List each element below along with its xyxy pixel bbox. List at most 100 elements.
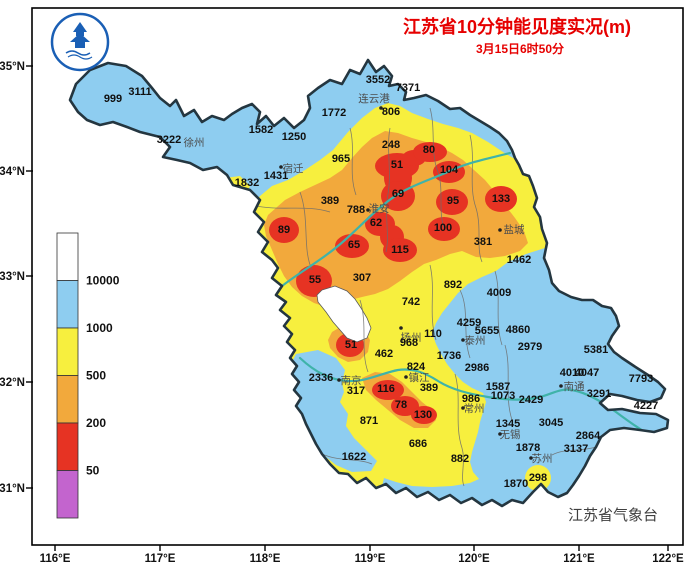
station-value: 317 [347, 385, 365, 397]
map-title: 江苏省10分钟能见度实况(m) [403, 16, 631, 37]
city-label: 宿迁 [283, 162, 304, 175]
city-label: 淮安 [369, 202, 390, 215]
station-value: 381 [474, 236, 492, 248]
station-value: 110 [424, 328, 442, 340]
station-value: 1622 [342, 451, 366, 463]
station-value: 1462 [507, 254, 531, 266]
station-value: 1073 [491, 390, 515, 402]
legend-swatch [56, 327, 79, 376]
station-value: 2429 [519, 394, 543, 406]
station-value: 1832 [235, 177, 259, 189]
station-value: 55 [309, 274, 321, 286]
station-value: 3045 [539, 417, 563, 429]
station-value: 298 [529, 472, 547, 484]
province-shape [68, 58, 670, 508]
lon-axis-label: 119°E [355, 553, 386, 565]
station-value: 80 [423, 144, 435, 156]
legend-swatch [56, 470, 79, 519]
station-value: 882 [451, 453, 469, 465]
lat-axis-label: 31°N [0, 483, 25, 495]
legend-swatch [56, 232, 79, 281]
map-subtitle: 3月15日6时50分 [476, 41, 564, 56]
city-label: 泰州 [465, 334, 486, 347]
legend-label: 50 [86, 464, 100, 478]
axis-labels: 35°N 34°N 33°N 32°N 31°N 116°E 117°E 118°E 119°E… [0, 61, 684, 565]
legend-label: 500 [86, 369, 106, 383]
station-value: 2864 [576, 430, 601, 442]
lon-axis-label: 116°E [40, 553, 71, 565]
station-value: 968 [400, 337, 418, 349]
station-value: 1878 [516, 442, 540, 454]
station-value: 116 [377, 383, 395, 395]
station-value: 248 [382, 139, 400, 151]
city-dot [498, 432, 502, 436]
station-value: 51 [345, 339, 357, 351]
lat-axis-label: 33°N [0, 271, 25, 283]
lat-axis-label: 35°N [0, 61, 25, 73]
city-label: 盐城 [504, 223, 525, 236]
legend: 10000 1000 500 200 50 [56, 232, 120, 519]
station-value: 5655 [475, 325, 499, 337]
station-value: 4259 [457, 317, 481, 329]
station-value: 3291 [587, 388, 611, 400]
station-value: 986 [462, 393, 480, 405]
city-label: 无锡 [500, 428, 521, 441]
station-value: 806 [382, 106, 400, 118]
station-value: 965 [332, 153, 350, 165]
station-value: 2336 [309, 372, 333, 384]
station-value: 115 [391, 244, 409, 256]
station-value: 62 [370, 217, 382, 229]
station-value: 307 [353, 272, 371, 284]
city-label: 苏州 [532, 452, 553, 465]
city-dot [366, 208, 370, 212]
station-value: 824 [407, 361, 426, 373]
station-value: 104 [440, 164, 459, 176]
station-value: 4047 [575, 367, 599, 379]
station-value: 4227 [634, 400, 658, 412]
lat-axis-label: 34°N [0, 166, 25, 178]
city-label: 镇江 [409, 371, 430, 384]
station-value: 389 [420, 382, 438, 394]
station-value: 133 [492, 193, 510, 205]
station-value: 69 [392, 188, 404, 200]
credit-label: 江苏省气象台 [568, 507, 658, 524]
city-dot [461, 406, 465, 410]
station-value: 3137 [564, 443, 588, 455]
station-value: 4010 [560, 367, 584, 379]
station-value: 3222 [157, 134, 181, 146]
station-value: 65 [348, 239, 360, 251]
city-dot [399, 326, 403, 330]
lon-axis-label: 117°E [145, 553, 176, 565]
legend-label: 1000 [86, 321, 113, 335]
station-value: 1587 [486, 381, 510, 393]
station-value: 3111 [128, 86, 151, 98]
city-dot [279, 165, 283, 169]
legend-swatch [56, 375, 79, 424]
city-label: 南京 [341, 374, 362, 387]
station-value: 892 [444, 279, 462, 291]
city-dot [379, 106, 383, 110]
station-values: 999 3111 3222 1582 1250 1832 1431 3552 7371 1772 8… [104, 74, 658, 490]
station-value: 4009 [487, 287, 511, 299]
station-value: 1345 [496, 418, 520, 430]
station-value: 686 [409, 438, 427, 450]
station-value: 7793 [629, 373, 653, 385]
city-label: 扬州 [401, 331, 422, 344]
legend-label: 10000 [86, 274, 120, 288]
city-label: 常州 [464, 402, 485, 415]
legend-swatch [56, 280, 79, 329]
station-value: 130 [414, 409, 432, 421]
lon-axis-label: 118°E [250, 553, 281, 565]
lon-axis-label: 121°E [563, 553, 595, 565]
station-value: 100 [434, 222, 452, 234]
station-value: 78 [395, 399, 407, 411]
city-dot [404, 375, 408, 379]
station-value: 1582 [249, 124, 273, 136]
station-value: 1870 [504, 478, 528, 490]
station-value: 1431 [264, 170, 288, 182]
station-value: 51 [391, 159, 403, 171]
lon-axis-label: 122°E [652, 553, 684, 565]
